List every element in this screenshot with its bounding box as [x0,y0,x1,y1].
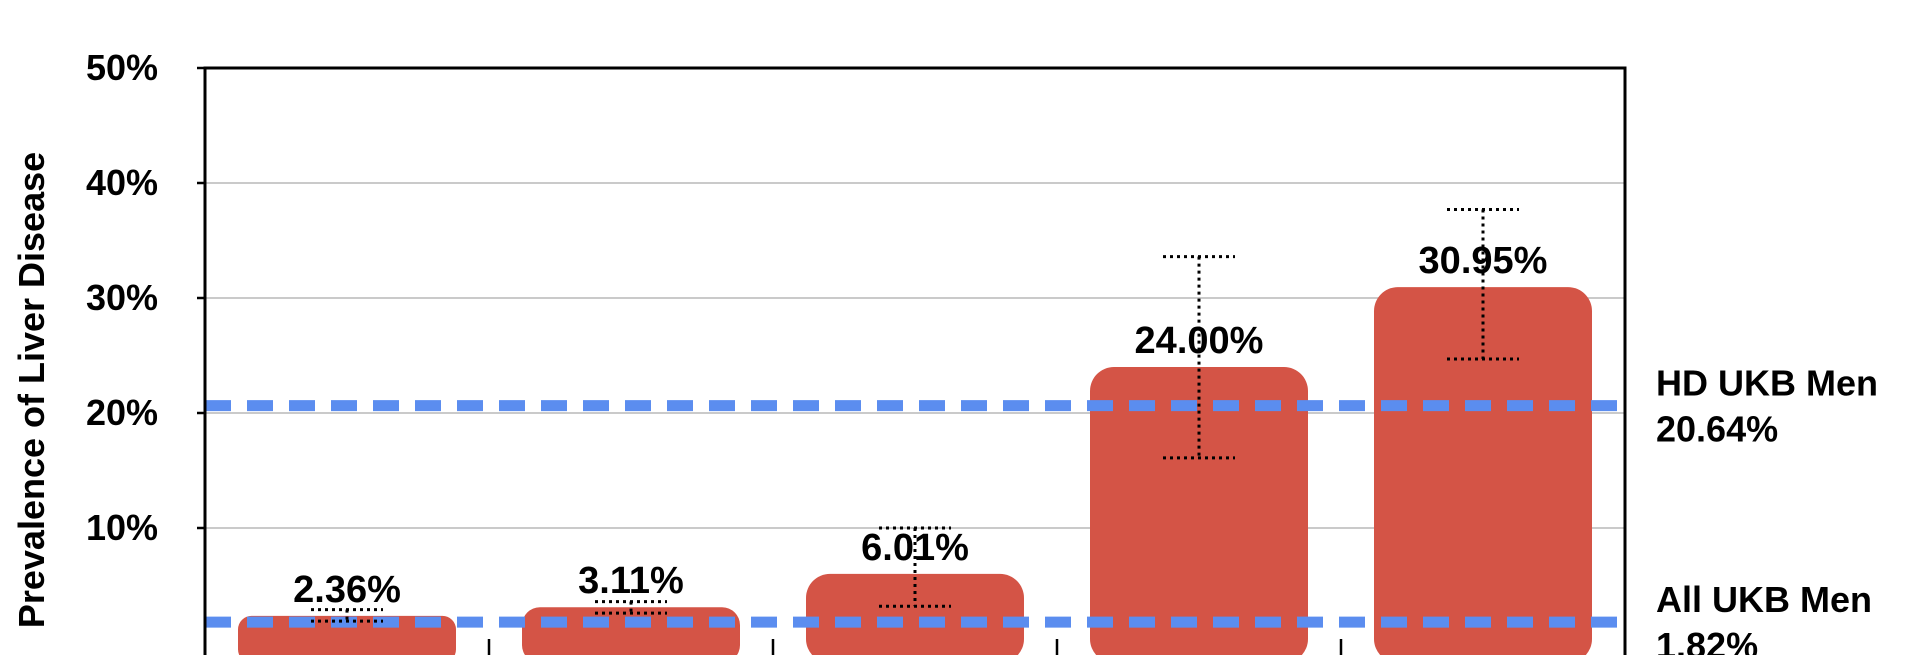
bar [806,573,1024,655]
bar [1374,287,1592,655]
y-tick-label: 20% [86,392,158,433]
data-label: 3.11% [578,560,684,602]
reference-line-labels: HD UKB Men 20.64% All UKB Men 1.82% [1656,363,1878,655]
data-labels: 2.36% 3.11% 6.01% 24.00% 30.95% [293,240,1547,611]
data-label: 24.00% [1135,320,1264,362]
y-tick-label: 30% [86,277,158,318]
reference-lines [205,400,1625,628]
bars [238,287,1592,655]
plot-frame [203,66,1627,655]
axes [197,66,1627,655]
data-label: 2.36% [293,569,401,611]
y-tick-labels: 10% 20% 30% 40% 50% [86,47,158,548]
data-label: 6.01% [861,527,969,569]
y-tick-label: 50% [86,47,158,88]
y-tick-label: 10% [86,507,158,548]
y-tick-label: 40% [86,162,158,203]
reference-line-value: 20.64% [1656,409,1778,450]
data-label: 30.95% [1419,240,1548,282]
reference-line-name: All UKB Men [1656,579,1872,620]
bar [1090,367,1308,655]
error-bars [311,207,1519,623]
reference-line-value: 1.82% [1656,625,1758,655]
reference-line-name: HD UKB Men [1656,363,1878,404]
y-axis-label: Prevalence of Liver Disease [11,152,52,628]
